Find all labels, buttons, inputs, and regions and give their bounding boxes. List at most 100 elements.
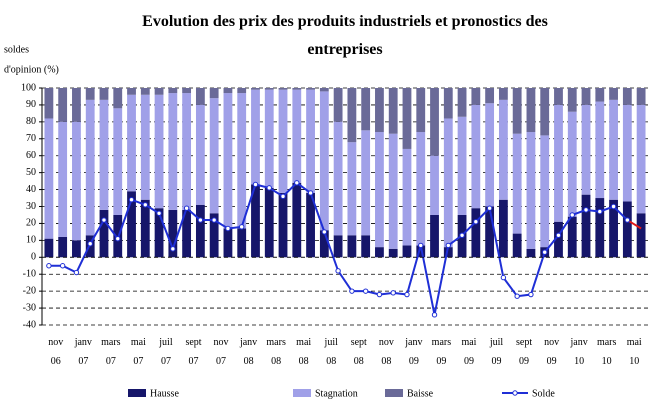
x-tick-label: janv 08: [239, 337, 257, 367]
bar-segment: [182, 88, 192, 94]
x-tick-label: sept 09: [516, 337, 532, 367]
bar-segment: [443, 247, 453, 258]
solde-marker: [46, 263, 52, 269]
solde-marker: [307, 190, 314, 196]
y-axis-label: soldes: [4, 44, 29, 55]
bar-segment: [457, 116, 467, 215]
bar-segment: [526, 248, 536, 258]
x-tick-label: mai 09: [461, 337, 476, 367]
bar-segment: [306, 88, 315, 90]
solde-marker: [128, 197, 135, 203]
x-tick-label: mai 10: [627, 337, 642, 367]
bar-segment: [512, 88, 522, 134]
solde-marker: [624, 217, 631, 223]
solde-marker: [362, 288, 369, 294]
bar-segment: [498, 88, 508, 100]
solde-marker: [583, 207, 589, 213]
bar-segment: [209, 213, 219, 258]
bar-segment: [471, 88, 481, 105]
bar-segment: [58, 88, 68, 122]
bar-segment: [223, 88, 233, 94]
bar-segment: [609, 88, 618, 100]
bar-segment: [430, 214, 439, 258]
bar-segment: [443, 118, 453, 248]
bar-segment: [554, 88, 563, 105]
x-tick-label: juil 09: [489, 337, 504, 367]
bar-segment: [388, 88, 398, 134]
solde-marker: [197, 217, 204, 223]
legend-label: Baisse: [407, 388, 434, 399]
bar-segment: [154, 94, 164, 209]
bar-segment: [195, 104, 205, 205]
legend-label: Hausse: [150, 388, 179, 399]
bar-segment: [154, 88, 164, 95]
solde-marker: [321, 229, 328, 235]
bar-segment: [195, 204, 205, 258]
y-tick-label: 0: [31, 252, 36, 263]
solde-marker: [514, 293, 520, 299]
bar-segment: [195, 88, 205, 105]
solde-marker: [542, 249, 548, 255]
bar-segment: [58, 121, 68, 237]
bar-segment: [168, 209, 178, 258]
bar-segment: [471, 208, 481, 258]
bar-segment: [512, 233, 522, 258]
y-tick-label: 50: [26, 167, 36, 178]
solde-marker: [445, 242, 451, 249]
solde-marker: [239, 224, 245, 230]
solde-marker: [156, 210, 162, 216]
solde-marker: [115, 235, 121, 242]
bar-segment: [168, 88, 178, 94]
bar-segment: [361, 235, 371, 258]
bar-segment: [127, 191, 136, 258]
bar-segment: [416, 245, 426, 258]
bar-segment: [416, 132, 426, 246]
y-tick-label: -20: [23, 285, 36, 296]
bar-segment: [347, 88, 357, 143]
solde-marker: [225, 225, 231, 232]
bar-segment: [375, 88, 384, 133]
solde-marker: [170, 246, 176, 252]
bar-segment: [182, 93, 192, 210]
solde-marker: [252, 181, 259, 188]
legend-swatch: [128, 389, 146, 397]
y-axis-label: d'opinion (%): [4, 64, 59, 75]
x-tick-label: mai 08: [296, 337, 311, 367]
x-tick-label: sept 08: [351, 337, 367, 367]
bar-segment: [457, 88, 467, 117]
bar-segment: [99, 88, 109, 100]
bar-segment: [306, 192, 315, 258]
bar-segment: [292, 89, 302, 183]
bar-segment: [140, 199, 150, 258]
bar-segment: [319, 88, 329, 92]
x-tick-label: mars 10: [597, 337, 617, 367]
bar-segment: [471, 104, 481, 209]
bar-segment: [278, 192, 288, 258]
bar-segment: [223, 93, 233, 229]
solde-marker: [390, 290, 396, 296]
bar-segment: [99, 99, 109, 210]
legend-label: Solde: [532, 388, 555, 399]
bar-segment: [168, 93, 178, 210]
bar-segment: [526, 132, 536, 249]
legend-label: Stagnation: [315, 388, 358, 399]
bar-segment: [609, 199, 618, 258]
y-tick-label: 10: [26, 235, 36, 246]
solde-marker: [459, 232, 465, 238]
bar-segment: [402, 245, 412, 258]
solde-marker: [528, 291, 534, 298]
bar-segment: [251, 184, 260, 258]
y-tick-label: 20: [26, 218, 36, 229]
bar-segment: [375, 132, 384, 248]
bar-segment: [319, 91, 329, 231]
bar-segment: [333, 121, 343, 236]
bar-segment: [237, 93, 247, 229]
bar-segment: [140, 94, 150, 200]
bar-segment: [44, 88, 54, 119]
solde-marker: [87, 241, 93, 247]
bar-segment: [278, 88, 288, 90]
bar-segment: [581, 194, 591, 258]
bar-segment: [333, 235, 343, 258]
bar-segment: [264, 187, 274, 258]
